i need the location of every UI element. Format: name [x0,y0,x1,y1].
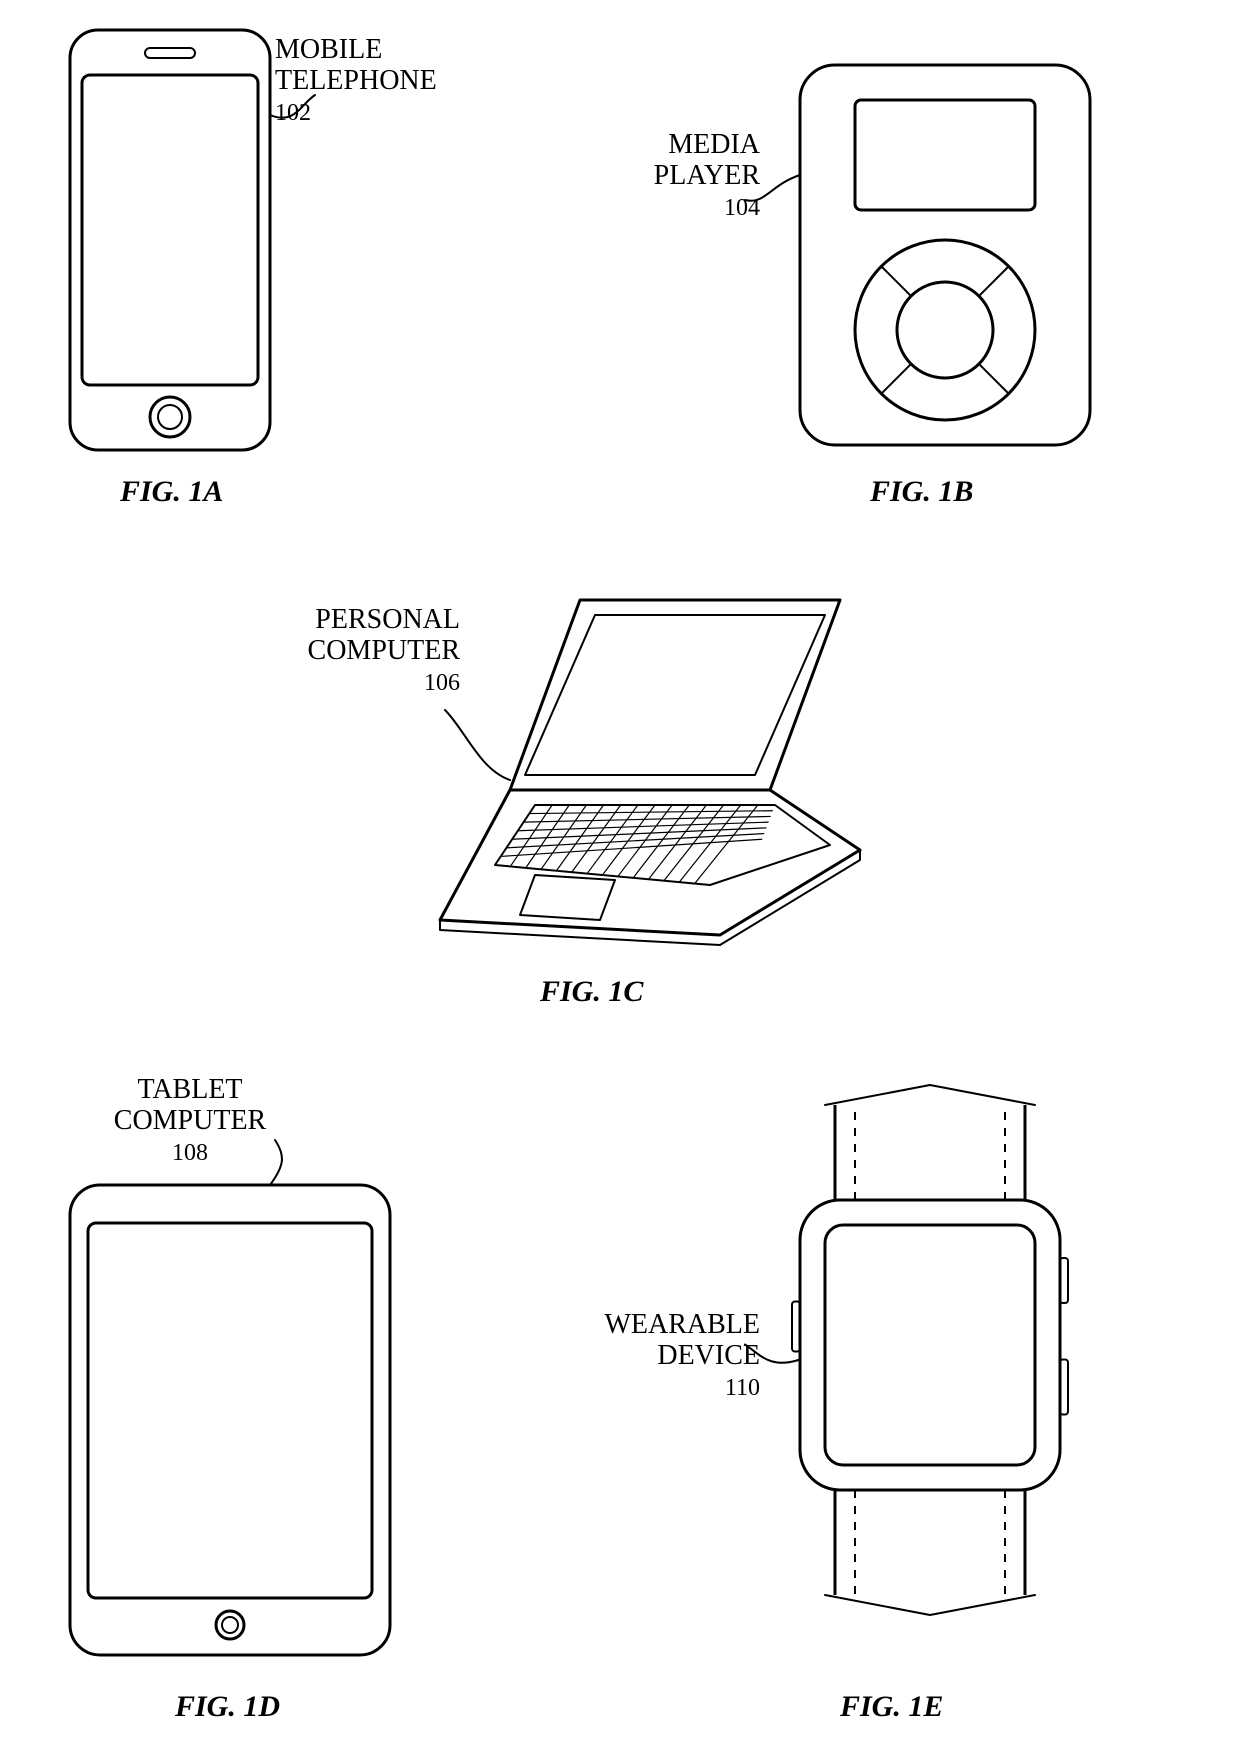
label-line: DEVICE [657,1340,760,1371]
caption-fig-1a: FIG. 1A [120,475,223,509]
label-line: MOBILE [275,34,382,65]
reference-number: 102 [275,100,311,126]
device-media-player [745,65,1090,445]
label-wearable-device: WEARABLEDEVICE 110 [590,1310,760,1402]
caption-fig-1d: FIG. 1D [175,1690,280,1724]
caption-fig-1e: FIG. 1E [840,1690,943,1724]
label-line: MEDIA [668,129,760,160]
label-tablet-computer: TABLETCOMPUTER 108 [105,1075,275,1167]
reference-number: 110 [725,1375,760,1401]
label-mobile-telephone: MOBILETELEPHONE 102 [275,35,437,127]
caption-fig-1b: FIG. 1B [870,475,973,509]
label-line: WEARABLE [604,1309,760,1340]
label-line: PERSONAL [315,604,460,635]
reference-number: 104 [724,195,760,221]
reference-number: 108 [172,1140,208,1166]
device-smartwatch [745,1085,1068,1615]
device-tablet [70,1140,390,1655]
label-line: TELEPHONE [275,65,437,96]
label-media-player: MEDIAPLAYER 104 [630,130,760,222]
reference-number: 106 [424,670,460,696]
caption-fig-1c: FIG. 1C [540,975,643,1009]
label-line: PLAYER [654,160,760,191]
label-line: COMPUTER [308,635,460,666]
label-personal-computer: PERSONALCOMPUTER 106 [300,605,460,697]
label-line: COMPUTER [114,1105,266,1136]
label-line: TABLET [137,1074,242,1105]
device-laptop [440,600,860,945]
